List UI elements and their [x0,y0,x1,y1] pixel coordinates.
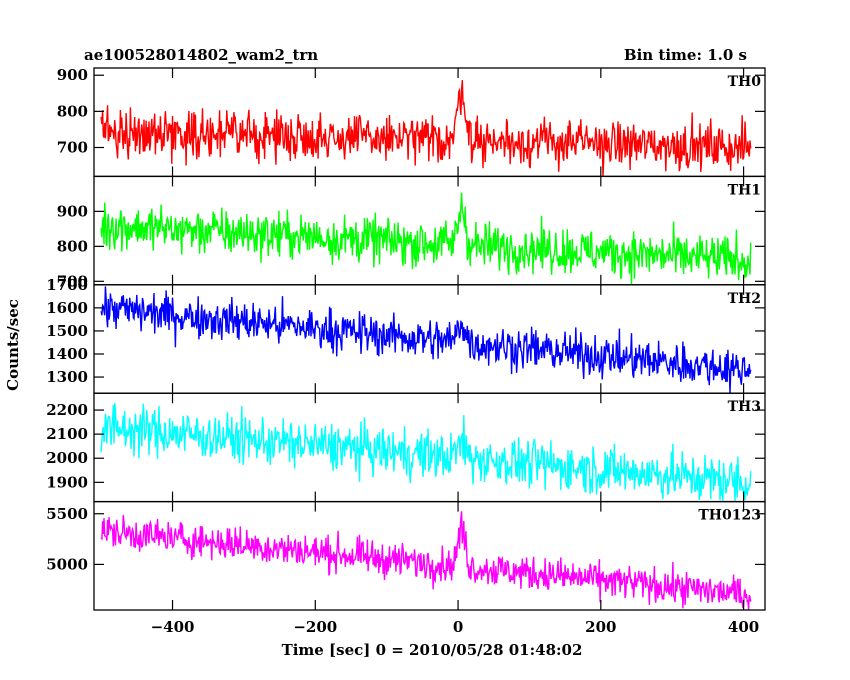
panel-frame [93,392,766,503]
series-th1 [100,192,752,285]
y-tick-label: 700 [57,138,88,156]
panel-th2: 1300 1400 1500 1600 1700 TH2 [46,276,766,394]
panel-th1: 700 800 900 TH1 [57,175,766,290]
panel-label-th1: TH1 [728,182,761,198]
x-axis: −400 −200 0 200 400 [151,618,760,636]
panel-label-th3: TH3 [728,399,761,415]
panel-th0123: 5000 5500 TH0123 [46,500,766,611]
y-tick-label: 700 [57,272,88,290]
x-tick-label: −200 [293,618,337,636]
y-tick-label: 2100 [46,425,88,443]
panel-label-th0123: TH0123 [698,508,761,524]
y-tick-label: 1500 [46,322,88,340]
y-tick-label: 800 [57,102,88,120]
series-th3 [100,403,752,502]
panel-th3: 1900 2000 2100 2200 TH3 [46,392,766,503]
series-th0123 [100,511,752,611]
bin-time-label: Bin time: 1.0 s [624,46,747,64]
x-tick-label: 200 [585,618,616,636]
panels-group: 700 800 900 TH0 700 800 900 TH1 1300 1400 1500 1600… [46,66,766,611]
x-tick-label: 400 [728,618,759,636]
x-tick-label: −400 [151,618,195,636]
chart-title: ae100528014802_wam2_trn [84,46,318,64]
y-tick-label: 900 [57,66,88,84]
y-tick-label: 1400 [46,345,88,363]
panel-label-th2: TH2 [728,291,761,307]
y-tick-label: 1600 [46,299,88,317]
y-tick-label: 5000 [46,555,88,573]
series-th0 [100,80,752,177]
panel-frame [93,500,766,611]
y-tick-label: 1700 [46,276,88,294]
x-axis-label: Time [sec] 0 = 2010/05/28 01:48:02 [282,641,583,659]
y-tick-label: 1300 [46,368,88,386]
x-tick-label: 0 [453,618,463,636]
y-tick-label: 2200 [46,401,88,419]
panel-th0: 700 800 900 TH0 [57,66,766,178]
y-axis-label: Counts/sec [4,299,22,391]
y-tick-label: 5500 [46,505,88,523]
series-th2 [100,286,752,394]
y-tick-label: 900 [57,202,88,220]
y-tick-label: 1900 [46,473,88,491]
y-tick-label: 2000 [46,449,88,467]
y-tick-label: 800 [57,237,88,255]
panel-label-th0: TH0 [728,74,762,90]
